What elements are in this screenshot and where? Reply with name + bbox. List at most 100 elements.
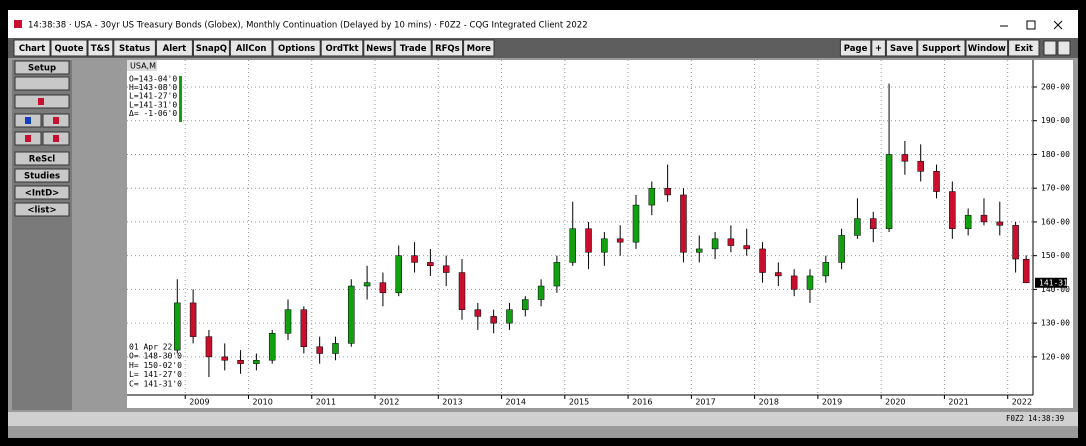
maximize[interactable] — [1026, 20, 1036, 30]
last-price-box — [1035, 277, 1067, 288]
candle-body — [1022, 259, 1030, 284]
last-price-label: 141-31 — [1039, 278, 1068, 287]
plot-area — [127, 60, 1033, 395]
candle-body — [632, 204, 640, 243]
candle-body — [284, 309, 292, 334]
toolbar-icon[interactable] — [1043, 40, 1057, 56]
candle-body — [205, 336, 213, 358]
ohlc-info: L=141-27'0 — [129, 92, 177, 101]
toolbar-button[interactable] — [965, 39, 1009, 57]
toolbar-button[interactable] — [839, 39, 872, 57]
candle-body — [964, 214, 972, 229]
toolbar-button[interactable] — [229, 39, 273, 57]
candle-body — [300, 309, 308, 348]
side-button-label: ReScl — [29, 155, 55, 165]
toolbar-button-label: Page — [844, 44, 868, 54]
candle-body — [996, 221, 1004, 226]
x-tick-label: 2011 — [316, 398, 336, 407]
candle-body — [585, 228, 592, 253]
side-icon-button[interactable] — [14, 76, 70, 91]
side-button-label: Setup — [28, 64, 56, 74]
candle-body — [237, 360, 244, 364]
x-tick-label: 2010 — [252, 398, 272, 407]
toolbar-button[interactable] — [13, 39, 51, 57]
y-tick-label: 150-00 — [1041, 251, 1070, 260]
toolbar-button-label: Trade — [400, 44, 427, 54]
y-tick-label: 130-00 — [1041, 319, 1070, 328]
ohlc-info: H=143-08'0 — [129, 83, 177, 92]
toolbar-button-label: T&S — [91, 44, 110, 54]
side-button[interactable] — [14, 60, 70, 75]
candle-body — [696, 248, 703, 253]
toolbar-button[interactable] — [50, 39, 88, 57]
side-button[interactable] — [14, 185, 70, 200]
candle-body — [869, 218, 877, 229]
candle-body — [1012, 225, 1019, 260]
x-tick-label: 2022 — [1012, 398, 1032, 407]
bar-info: H= 150-02'0 — [129, 361, 182, 370]
side-button-label: Studies — [24, 172, 60, 182]
side-button[interactable] — [14, 168, 70, 183]
candle-body — [838, 235, 845, 263]
toolbar-button[interactable] — [463, 39, 495, 57]
candle-body — [411, 255, 418, 263]
toolbar-button[interactable] — [917, 39, 966, 57]
candle-body — [442, 265, 450, 273]
toolbar-button[interactable] — [155, 39, 193, 57]
candle-body — [743, 245, 750, 250]
toolbar-button[interactable] — [885, 39, 918, 57]
toolbar-button-label: Exit — [1015, 44, 1033, 54]
x-tick-label: 2016 — [632, 398, 652, 407]
toolbar-button[interactable] — [272, 39, 321, 57]
candle-body — [854, 218, 861, 236]
ohlc-info: L=141-31'0 — [129, 100, 177, 109]
toolbar-button[interactable] — [363, 39, 395, 57]
side-button[interactable] — [14, 151, 70, 166]
x-tick-label: 2015 — [569, 398, 589, 407]
title-bar — [8, 10, 1078, 38]
y-tick-label: 170-00 — [1041, 184, 1070, 193]
y-tick-label: 200-00 — [1041, 82, 1070, 91]
icon — [53, 135, 59, 142]
toolbar-button[interactable] — [320, 39, 364, 57]
price-axis — [1033, 60, 1073, 395]
chart-tab[interactable] — [127, 60, 157, 71]
toolbar-button[interactable] — [1008, 39, 1040, 57]
toolbar-button-label: Status — [119, 44, 150, 54]
candle-body — [316, 346, 323, 354]
app-icon — [14, 20, 22, 28]
candle-body — [253, 360, 260, 364]
x-tick-label: 2018 — [759, 398, 779, 407]
candle-body — [395, 255, 402, 294]
toolbar-button-label: Options — [278, 44, 315, 54]
toolbar-button-label: News — [366, 44, 392, 54]
toolbar-button[interactable] — [192, 39, 230, 57]
icon — [53, 117, 59, 124]
toolbar-button-label: Window — [968, 44, 1006, 54]
icon — [25, 135, 31, 142]
toolbar-button[interactable] — [87, 39, 114, 57]
candle-body — [537, 285, 545, 300]
candle-body — [664, 187, 671, 196]
side-button[interactable] — [14, 202, 70, 217]
candle-body — [379, 282, 387, 294]
toolbar-button[interactable] — [394, 39, 432, 57]
close[interactable] — [1053, 20, 1063, 30]
toolbar-button[interactable] — [431, 39, 464, 57]
y-tick-label: 140-00 — [1041, 285, 1070, 294]
candle-body — [949, 191, 956, 229]
candle-body — [458, 272, 466, 310]
candle-body — [569, 228, 576, 263]
toolbar-button-label: Save — [890, 44, 913, 54]
side-button-label: <list> — [27, 206, 56, 216]
toolbar-button-label: Alert — [163, 44, 187, 54]
y-tick-label: 190-00 — [1041, 116, 1070, 125]
toolbar-icon[interactable] — [1057, 40, 1071, 56]
toolbar-button[interactable] — [113, 39, 156, 57]
x-tick-label: 2021 — [948, 398, 968, 407]
status-time: 14:38:39 — [1028, 414, 1064, 423]
toolbar-button[interactable] — [871, 39, 886, 57]
candle-body — [790, 275, 798, 290]
